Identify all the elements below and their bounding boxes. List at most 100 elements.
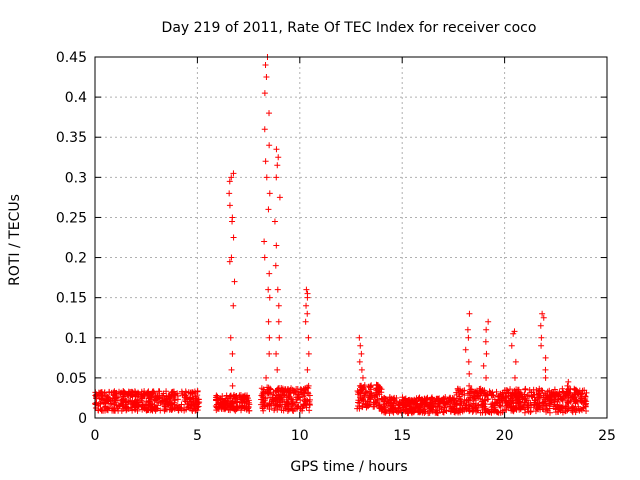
data-point bbox=[261, 90, 268, 97]
data-point bbox=[526, 393, 533, 400]
data-point bbox=[555, 408, 562, 415]
data-point bbox=[231, 278, 238, 285]
data-point bbox=[224, 401, 231, 408]
data-point bbox=[148, 396, 155, 403]
data-point bbox=[226, 202, 233, 209]
x-tick-label: 20 bbox=[496, 428, 514, 444]
data-point bbox=[265, 318, 272, 325]
data-point bbox=[112, 399, 119, 406]
data-point bbox=[99, 395, 106, 402]
data-point bbox=[178, 406, 185, 413]
data-point bbox=[366, 395, 373, 402]
data-point bbox=[540, 314, 547, 321]
data-point bbox=[227, 334, 234, 341]
data-point bbox=[391, 404, 398, 411]
data-point bbox=[286, 393, 293, 400]
data-point bbox=[538, 342, 545, 349]
data-point bbox=[559, 396, 566, 403]
data-point bbox=[379, 406, 386, 413]
data-point bbox=[230, 302, 237, 309]
data-point bbox=[391, 394, 398, 401]
data-point bbox=[428, 395, 435, 402]
data-point bbox=[192, 405, 199, 412]
data-point bbox=[271, 396, 278, 403]
data-point bbox=[244, 398, 251, 405]
data-point bbox=[228, 254, 235, 261]
data-point bbox=[389, 404, 396, 411]
data-point bbox=[423, 402, 430, 409]
data-point bbox=[300, 393, 307, 400]
data-point bbox=[539, 405, 546, 412]
data-point bbox=[360, 398, 367, 405]
data-point bbox=[542, 354, 549, 361]
data-point bbox=[123, 405, 130, 412]
data-point bbox=[453, 405, 460, 412]
data-point bbox=[258, 392, 265, 399]
data-point bbox=[98, 389, 105, 396]
data-point bbox=[583, 389, 590, 396]
data-point bbox=[134, 391, 141, 398]
y-tick-label: 0 bbox=[78, 411, 87, 427]
data-point bbox=[479, 402, 486, 409]
data-point bbox=[465, 358, 472, 365]
data-point bbox=[538, 334, 545, 341]
data-point bbox=[390, 409, 397, 416]
data-point bbox=[527, 408, 534, 415]
data-point bbox=[299, 407, 306, 414]
data-point bbox=[453, 389, 460, 396]
data-point bbox=[163, 388, 170, 395]
data-point bbox=[304, 366, 311, 373]
data-point bbox=[551, 386, 558, 393]
data-point bbox=[546, 405, 553, 412]
data-point bbox=[370, 399, 377, 406]
data-point bbox=[265, 390, 272, 397]
data-point bbox=[434, 403, 441, 410]
data-point bbox=[291, 406, 298, 413]
data-point bbox=[494, 409, 501, 416]
data-point bbox=[226, 393, 233, 400]
data-point bbox=[472, 402, 479, 409]
data-point bbox=[110, 391, 117, 398]
data-point bbox=[485, 318, 492, 325]
data-point bbox=[277, 398, 284, 405]
data-point bbox=[110, 406, 117, 413]
data-point bbox=[159, 397, 166, 404]
data-point bbox=[187, 404, 194, 411]
data-point bbox=[519, 396, 526, 403]
data-point bbox=[244, 395, 251, 402]
data-point bbox=[267, 386, 274, 393]
data-point bbox=[537, 322, 544, 329]
data-point bbox=[425, 410, 432, 417]
data-point bbox=[272, 262, 279, 269]
data-point bbox=[226, 178, 233, 185]
data-point bbox=[535, 403, 542, 410]
data-point bbox=[359, 374, 366, 381]
data-point bbox=[559, 409, 566, 416]
data-point bbox=[306, 407, 313, 414]
data-point bbox=[227, 395, 234, 402]
data-point bbox=[511, 328, 518, 335]
data-point bbox=[362, 401, 369, 408]
data-point bbox=[189, 389, 196, 396]
data-point bbox=[266, 142, 273, 149]
data-point bbox=[191, 393, 198, 400]
data-point bbox=[243, 404, 250, 411]
x-tick-label: 15 bbox=[393, 428, 411, 444]
data-point bbox=[510, 399, 517, 406]
data-point bbox=[361, 392, 368, 399]
data-point bbox=[121, 390, 128, 397]
data-point bbox=[367, 383, 374, 390]
data-point bbox=[217, 399, 224, 406]
data-point bbox=[570, 397, 577, 404]
data-point bbox=[131, 400, 138, 407]
y-tick-label: 0.45 bbox=[56, 50, 87, 66]
grid bbox=[95, 57, 607, 418]
data-point bbox=[304, 310, 311, 317]
data-point bbox=[462, 346, 469, 353]
data-point bbox=[481, 392, 488, 399]
data-point bbox=[503, 397, 510, 404]
data-point bbox=[542, 374, 549, 381]
data-point bbox=[152, 393, 159, 400]
data-point bbox=[288, 385, 295, 392]
data-point bbox=[273, 146, 280, 153]
